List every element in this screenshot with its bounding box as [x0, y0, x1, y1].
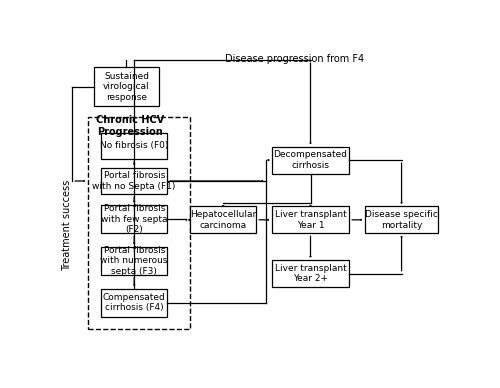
Text: Chronic HCV
Progression: Chronic HCV Progression	[96, 115, 164, 137]
Text: Liver transplant
Year 1: Liver transplant Year 1	[274, 210, 346, 230]
FancyBboxPatch shape	[272, 260, 349, 287]
Text: Decompensated
cirrhosis: Decompensated cirrhosis	[274, 151, 347, 170]
FancyBboxPatch shape	[101, 205, 167, 233]
Text: Disease specific
mortality: Disease specific mortality	[365, 210, 438, 230]
Text: Treatment success: Treatment success	[62, 180, 72, 272]
FancyBboxPatch shape	[94, 68, 160, 106]
Text: Hepatocellular
carcinoma: Hepatocellular carcinoma	[190, 210, 256, 230]
Text: Portal fibrosis
with no Septa (F1): Portal fibrosis with no Septa (F1)	[92, 171, 176, 191]
FancyBboxPatch shape	[101, 133, 167, 159]
Text: Sustained
virological
response: Sustained virological response	[103, 72, 150, 102]
FancyBboxPatch shape	[101, 168, 167, 194]
FancyBboxPatch shape	[365, 206, 438, 233]
FancyBboxPatch shape	[272, 206, 349, 233]
Text: Compensated
cirrhosis (F4): Compensated cirrhosis (F4)	[103, 293, 166, 312]
Text: Portal fibrosis
with numerous
septa (F3): Portal fibrosis with numerous septa (F3)	[100, 246, 168, 276]
FancyBboxPatch shape	[272, 147, 349, 173]
FancyBboxPatch shape	[190, 206, 256, 233]
FancyBboxPatch shape	[101, 289, 167, 317]
Text: Portal fibrosis
with few septa
(F2): Portal fibrosis with few septa (F2)	[101, 204, 168, 234]
Text: Disease progression from F4: Disease progression from F4	[226, 54, 364, 64]
Text: No fibrosis (F0): No fibrosis (F0)	[100, 141, 168, 151]
Text: Liver transplant
Year 2+: Liver transplant Year 2+	[274, 264, 346, 283]
FancyBboxPatch shape	[101, 247, 167, 275]
